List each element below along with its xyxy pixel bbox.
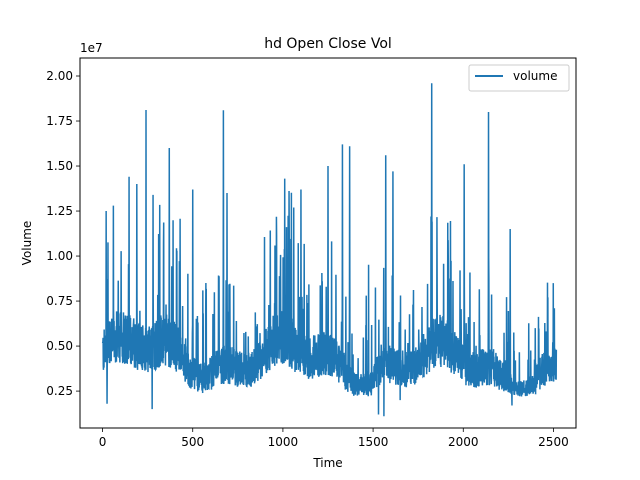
y-tick-label: 1.25: [46, 204, 73, 218]
y-axis-label: Volume: [20, 221, 34, 266]
legend: volume: [468, 64, 570, 92]
y-tick-label: 0.50: [46, 339, 73, 353]
chart-title: hd Open Close Vol: [264, 36, 392, 52]
x-axis: 0 500 1000 1500 2000 2500: [99, 428, 569, 449]
y-tick-label: 1.50: [46, 159, 73, 173]
y-tick-label: 1.00: [46, 249, 73, 263]
x-tick-label: 2000: [448, 435, 479, 449]
y-axis: 0.25 0.50 0.75 1.00 1.25 1.50 1.75 2.00: [46, 69, 80, 398]
y-tick-label: 0.25: [46, 384, 73, 398]
x-tick-label: 0: [99, 435, 107, 449]
plot-frame: [79, 57, 577, 429]
x-axis-label: Time: [312, 456, 342, 470]
y-tick-label: 1.75: [46, 114, 73, 128]
series-line-volume: [101, 83, 558, 417]
y-tick-label: 0.75: [46, 294, 73, 308]
x-tick-label: 500: [181, 435, 204, 449]
legend-label-volume: volume: [513, 69, 557, 83]
x-tick-label: 1500: [358, 435, 389, 449]
y-tick-label: 2.00: [46, 69, 73, 83]
legend-box: [468, 64, 570, 92]
y-offset-label: 1e7: [80, 41, 103, 55]
x-tick-label: 1000: [268, 435, 299, 449]
x-tick-label: 2500: [538, 435, 569, 449]
